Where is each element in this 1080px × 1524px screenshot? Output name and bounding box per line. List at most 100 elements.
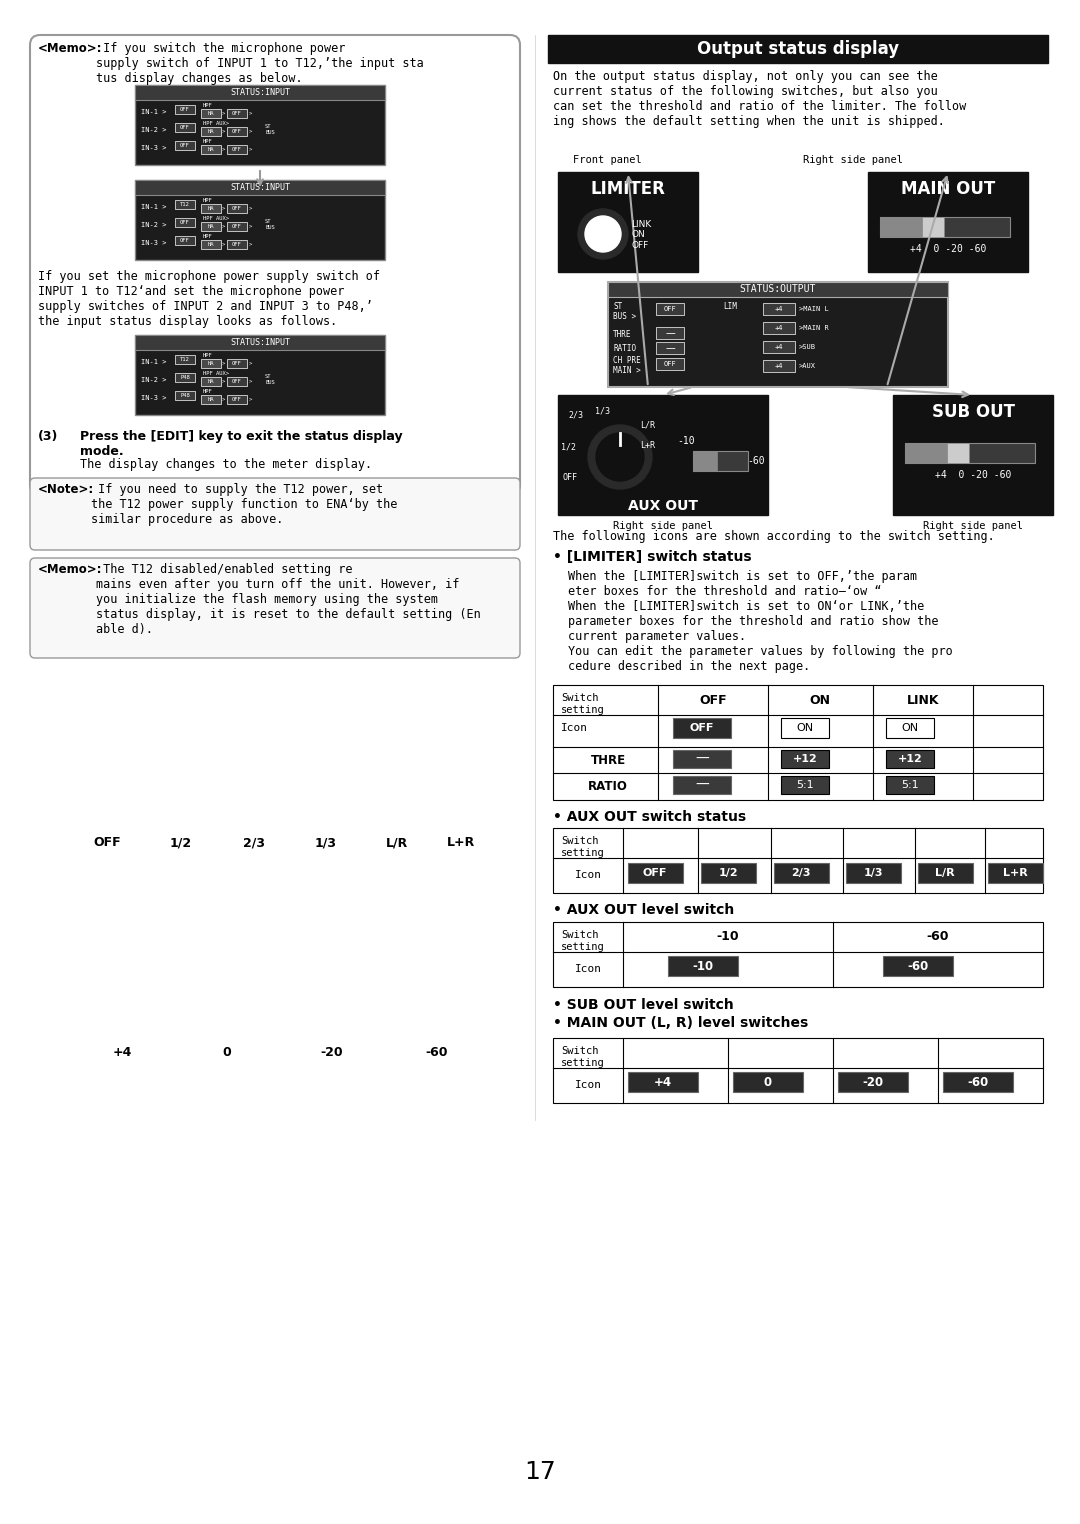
Text: L/R: L/R: [640, 421, 656, 430]
Text: Switch
setting: Switch setting: [561, 837, 605, 858]
Text: 0: 0: [764, 1076, 772, 1088]
Text: >: >: [221, 224, 225, 229]
Bar: [608, 282, 948, 387]
Bar: [201, 395, 221, 404]
Text: Icon: Icon: [575, 870, 602, 879]
Bar: [656, 328, 684, 338]
Bar: [135, 85, 384, 101]
Text: OFF: OFF: [699, 693, 727, 707]
Bar: [762, 341, 795, 354]
Text: -60: -60: [907, 960, 929, 972]
Bar: [175, 218, 195, 227]
Text: LINK
ON
OFF: LINK ON OFF: [631, 219, 651, 250]
Text: OFF: OFF: [232, 130, 242, 134]
Bar: [673, 750, 731, 768]
Bar: [175, 105, 195, 114]
Text: +4  0 -20 -60: +4 0 -20 -60: [909, 244, 986, 255]
Text: IN-3 >: IN-3 >: [141, 395, 166, 401]
Bar: [201, 239, 221, 248]
Text: • MAIN OUT (L, R) level switches: • MAIN OUT (L, R) level switches: [553, 1017, 808, 1030]
Text: HA: HA: [207, 130, 214, 134]
Bar: [893, 395, 1053, 515]
Bar: [868, 172, 1028, 271]
Text: +4: +4: [774, 325, 783, 331]
Text: RATIO: RATIO: [589, 779, 627, 792]
Bar: [762, 322, 795, 334]
Bar: [608, 282, 948, 297]
Text: >SUB: >SUB: [799, 344, 816, 351]
Text: OFF: OFF: [180, 238, 190, 242]
Bar: [553, 828, 1043, 893]
Text: OFF: OFF: [563, 472, 578, 482]
Bar: [175, 392, 195, 399]
Text: L+R: L+R: [447, 837, 475, 849]
Bar: [947, 443, 969, 463]
Bar: [656, 341, 684, 354]
Text: THRE: THRE: [613, 331, 632, 338]
Text: >: >: [249, 379, 253, 384]
Text: >: >: [249, 224, 253, 229]
Text: L/R: L/R: [386, 837, 408, 849]
Text: THRE: THRE: [591, 753, 625, 767]
Text: Switch
setting: Switch setting: [561, 693, 605, 715]
Bar: [201, 126, 221, 136]
Text: IN-2 >: IN-2 >: [141, 376, 166, 383]
Text: HA: HA: [207, 361, 214, 366]
Text: OFF: OFF: [232, 206, 242, 210]
Text: OFF: OFF: [93, 837, 121, 849]
Text: -60: -60: [747, 456, 765, 466]
Text: +4: +4: [653, 1076, 672, 1088]
Text: Output status display: Output status display: [697, 40, 899, 58]
Text: >: >: [249, 396, 253, 402]
Text: IN-2 >: IN-2 >: [141, 223, 166, 229]
Bar: [135, 335, 384, 351]
Text: HPF: HPF: [203, 139, 213, 143]
Bar: [693, 451, 748, 471]
Text: • AUX OUT switch status: • AUX OUT switch status: [553, 809, 746, 824]
Text: • [LIMITER] switch status: • [LIMITER] switch status: [553, 550, 752, 564]
Bar: [693, 451, 717, 471]
Text: 1/2: 1/2: [170, 837, 192, 849]
Bar: [669, 956, 738, 975]
Bar: [175, 123, 195, 133]
Text: SUB OUT: SUB OUT: [931, 402, 1014, 421]
Text: LIM: LIM: [723, 302, 737, 311]
Bar: [701, 863, 756, 882]
Bar: [175, 373, 195, 383]
Bar: [201, 204, 221, 213]
Text: 1/3: 1/3: [315, 837, 337, 849]
Text: On the output status display, not only you can see the
current status of the fol: On the output status display, not only y…: [553, 70, 967, 128]
Text: -20: -20: [321, 1047, 343, 1059]
Text: HA: HA: [207, 111, 214, 116]
Bar: [918, 863, 973, 882]
Text: OFF: OFF: [180, 107, 190, 111]
Text: Icon: Icon: [575, 1081, 602, 1090]
Text: RATIO: RATIO: [613, 344, 636, 354]
Bar: [886, 750, 934, 768]
Text: Icon: Icon: [575, 965, 602, 974]
Bar: [943, 1071, 1013, 1093]
Bar: [553, 922, 1043, 988]
Text: STATUS:INPUT: STATUS:INPUT: [230, 338, 291, 347]
Bar: [135, 85, 384, 165]
Text: T12: T12: [180, 203, 190, 207]
FancyBboxPatch shape: [30, 479, 519, 550]
Text: -60: -60: [426, 1047, 448, 1059]
Text: OFF: OFF: [232, 379, 242, 384]
Text: Switch
setting: Switch setting: [561, 1045, 605, 1068]
Text: When the [LIMITER]switch is set to OFF,’the param
eter boxes for the threshold a: When the [LIMITER]switch is set to OFF,’…: [568, 570, 953, 674]
Text: >: >: [221, 111, 225, 116]
Text: 2/3: 2/3: [568, 410, 583, 419]
Bar: [656, 303, 684, 315]
Text: <Note>:: <Note>:: [38, 483, 94, 495]
Text: HPF: HPF: [203, 235, 213, 239]
Bar: [201, 223, 221, 232]
Bar: [656, 358, 684, 370]
Text: ST
BUS: ST BUS: [265, 373, 274, 384]
Bar: [905, 443, 1035, 463]
Bar: [846, 863, 901, 882]
Text: -10: -10: [692, 960, 714, 972]
Text: MAIN OUT: MAIN OUT: [901, 180, 995, 198]
Text: —: —: [696, 751, 708, 767]
Text: The following icons are shown according to the switch setting.: The following icons are shown according …: [553, 530, 995, 543]
